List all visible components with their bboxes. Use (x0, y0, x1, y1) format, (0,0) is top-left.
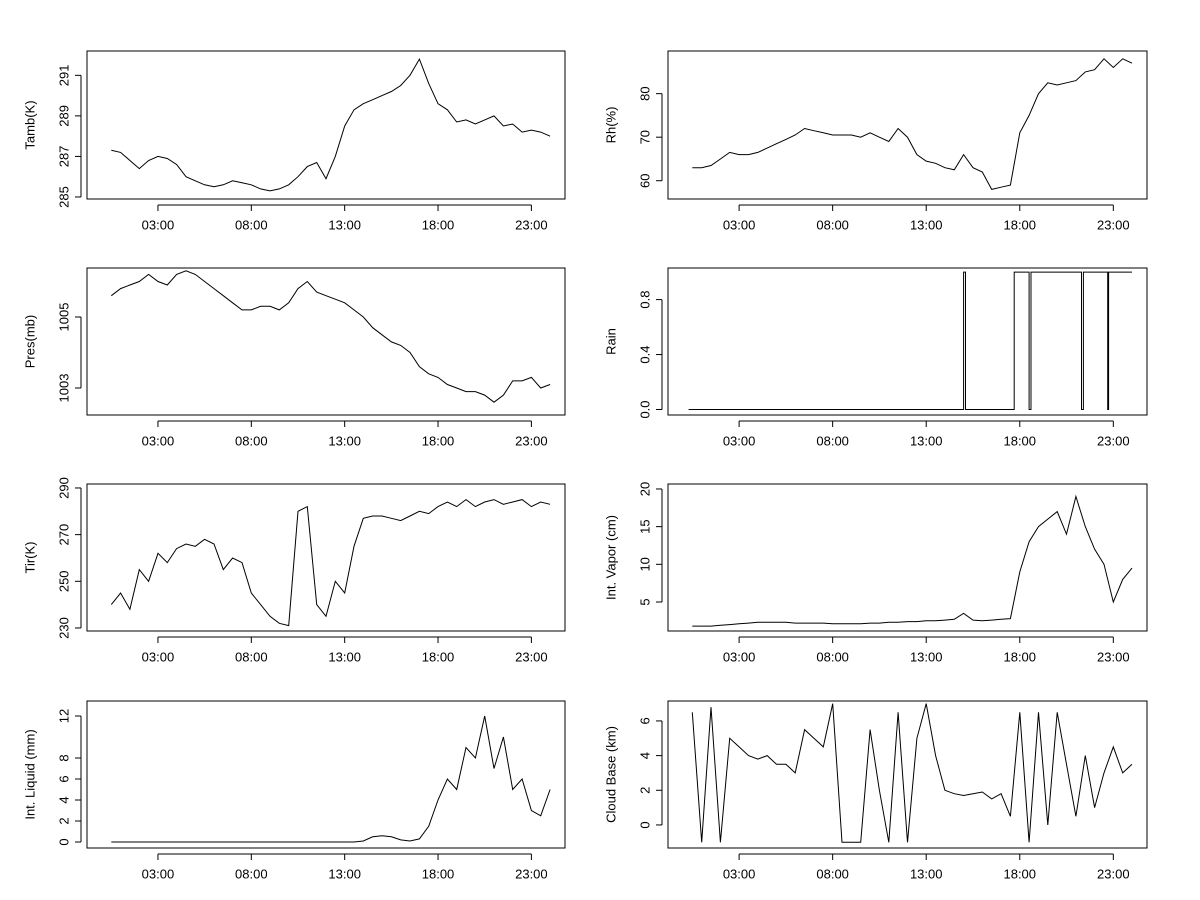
x-tick-label: 18:00 (1003, 866, 1036, 881)
y-tick-label: 230 (56, 617, 71, 639)
x-tick-label: 23:00 (515, 433, 548, 448)
y-tick-label: 6 (56, 775, 71, 782)
x-tick-label: 23:00 (515, 649, 548, 664)
x-tick-label: 08:00 (235, 217, 268, 232)
plot-frame (86, 483, 566, 632)
x-tick-label: 18:00 (422, 433, 455, 448)
x-tick-label: 13:00 (328, 433, 361, 448)
plot-frame (667, 50, 1148, 200)
data-line (110, 270, 551, 403)
x-tick-label: 13:00 (328, 217, 361, 232)
x-tick-label: 08:00 (235, 649, 268, 664)
x-tick-label: 03:00 (142, 649, 175, 664)
y-tick-label: 2 (56, 817, 71, 824)
y-tick-label: 0 (637, 821, 652, 828)
x-tick-label: 13:00 (910, 649, 943, 664)
y-tick-label: 6 (637, 717, 652, 724)
y-tick-label: 15 (637, 519, 652, 533)
data-line (692, 58, 1133, 190)
x-tick-label: 08:00 (816, 649, 849, 664)
plot-frame (86, 700, 566, 849)
y-tick-label: 4 (637, 752, 652, 759)
x-tick-label: 03:00 (723, 866, 756, 881)
x-tick-label: 18:00 (422, 649, 455, 664)
x-tick-label: 08:00 (235, 433, 268, 448)
x-tick-label: 18:00 (422, 217, 455, 232)
x-tick-label: 13:00 (328, 866, 361, 881)
x-tick-label: 18:00 (422, 866, 455, 881)
y-tick-label: 0 (56, 838, 71, 845)
y-axis-label: Tir(K) (22, 541, 37, 573)
x-tick-label: 08:00 (816, 433, 849, 448)
x-tick-label: 13:00 (328, 649, 361, 664)
x-tick-label: 23:00 (515, 866, 548, 881)
x-tick-label: 13:00 (910, 217, 943, 232)
y-tick-label: 0.4 (637, 346, 652, 364)
plot-frame (667, 267, 1148, 416)
x-tick-label: 18:00 (1003, 217, 1036, 232)
x-tick-label: 13:00 (910, 433, 943, 448)
x-tick-label: 23:00 (1097, 433, 1130, 448)
y-axis-label: Int. Vapor (cm) (603, 515, 618, 600)
y-tick-label: 20 (637, 482, 652, 496)
data-line (692, 494, 1133, 627)
x-tick-label: 23:00 (515, 217, 548, 232)
x-tick-label: 18:00 (1003, 433, 1036, 448)
y-tick-label: 270 (56, 524, 71, 546)
y-axis-label: Rh(%) (603, 107, 618, 144)
y-axis-label: Tamb(K) (22, 100, 37, 149)
x-tick-label: 18:00 (1003, 649, 1036, 664)
y-tick-label: 80 (637, 86, 652, 100)
y-axis-label: Pres(mb) (22, 315, 37, 368)
data-line (691, 703, 1133, 843)
y-tick-label: 5 (637, 598, 652, 605)
plot-frame (667, 483, 1148, 632)
y-tick-label: 10 (637, 557, 652, 571)
x-tick-label: 03:00 (723, 217, 756, 232)
data-line (111, 57, 551, 192)
y-tick-label: 285 (56, 186, 71, 208)
x-tick-label: 23:00 (1097, 217, 1130, 232)
y-tick-label: 70 (637, 130, 652, 144)
x-tick-label: 03:00 (142, 433, 175, 448)
x-tick-label: 08:00 (235, 866, 268, 881)
data-line (110, 498, 551, 627)
y-tick-label: 1003 (56, 374, 71, 403)
y-tick-label: 4 (56, 796, 71, 803)
y-tick-label: 8 (56, 754, 71, 761)
x-tick-label: 03:00 (723, 433, 756, 448)
y-tick-label: 250 (56, 570, 71, 592)
x-tick-label: 03:00 (142, 217, 175, 232)
y-tick-label: 0.0 (637, 400, 652, 418)
x-tick-label: 13:00 (910, 866, 943, 881)
y-tick-label: 289 (56, 105, 71, 127)
y-axis-label: Int. Liquid (mm) (22, 729, 37, 819)
x-tick-label: 23:00 (1097, 649, 1130, 664)
data-line (111, 715, 551, 843)
plot-frame (667, 700, 1148, 849)
y-tick-label: 1005 (56, 303, 71, 332)
y-tick-label: 291 (56, 64, 71, 86)
plot-frame (86, 267, 566, 416)
data-line (688, 271, 1132, 410)
x-tick-label: 08:00 (816, 866, 849, 881)
plot-frame (86, 50, 566, 200)
y-tick-label: 60 (637, 173, 652, 187)
y-tick-label: 12 (56, 709, 71, 723)
y-axis-label: Rain (603, 328, 618, 355)
x-tick-label: 03:00 (142, 866, 175, 881)
x-tick-label: 08:00 (816, 217, 849, 232)
y-tick-label: 290 (56, 477, 71, 499)
y-tick-label: 2 (637, 787, 652, 794)
y-tick-label: 287 (56, 146, 71, 168)
x-tick-label: 03:00 (723, 649, 756, 664)
x-tick-label: 23:00 (1097, 866, 1130, 881)
y-axis-label: Cloud Base (km) (603, 726, 618, 823)
y-tick-label: 0.8 (637, 291, 652, 309)
